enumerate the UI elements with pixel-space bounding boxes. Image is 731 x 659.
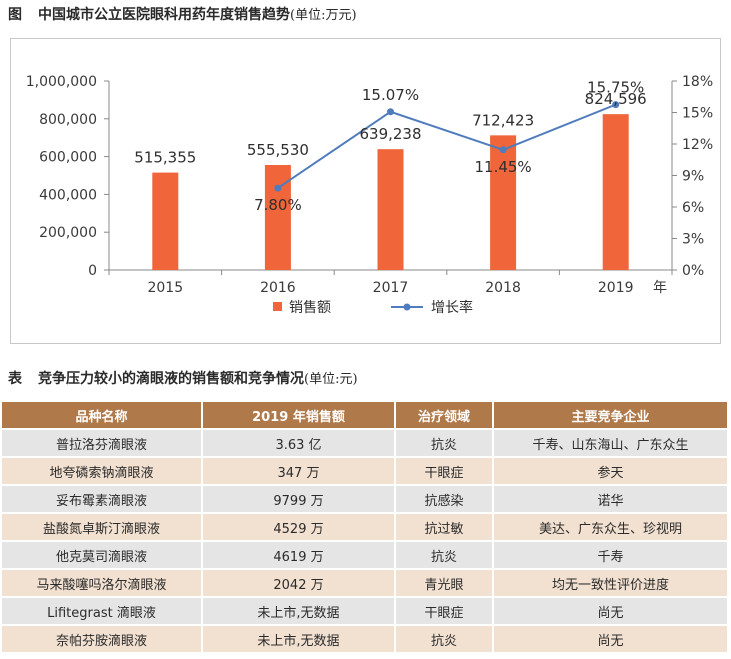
- table-label: 表: [8, 371, 22, 387]
- cell-therapy-area: 干眼症: [395, 456, 494, 485]
- point-growth-rate: [612, 101, 620, 109]
- y-right-tick-label: 3%: [682, 232, 704, 248]
- x-tick-label: 2019: [598, 280, 634, 296]
- cell-competitors: 尚无: [493, 596, 727, 625]
- cell-sales: 未上市,无数据: [202, 596, 396, 625]
- y-left-tick-label: 800,000: [39, 112, 97, 128]
- figure-label: 图: [8, 7, 22, 23]
- y-right-tick-label: 9%: [682, 169, 704, 185]
- cell-sales: 347 万: [202, 456, 396, 485]
- y-left-tick-label: 600,000: [39, 150, 97, 166]
- legend-sales-label: 销售额: [289, 300, 331, 316]
- cell-competitors: 参天: [493, 456, 727, 485]
- figure-title-text: 中国城市公立医院眼科用药年度销售趋势: [38, 7, 290, 23]
- cell-therapy-area: 抗炎: [395, 624, 494, 652]
- figure-title: 图中国城市公立医院眼科用药年度销售趋势(单位:万元): [8, 2, 357, 28]
- bar-data-label: 824,596: [585, 90, 647, 108]
- cell-competitors: 诺华: [493, 484, 727, 513]
- table-row: 他克莫司滴眼液 4619 万抗炎 千寿: [2, 540, 727, 569]
- cell-variety: 普拉洛芬滴眼液: [2, 428, 203, 457]
- cell-competitors: 尚无: [493, 624, 727, 652]
- point-growth-rate: [499, 146, 507, 154]
- y-right-tick-label: 18%: [682, 74, 713, 90]
- cell-sales: 2042 万: [202, 568, 396, 597]
- bar-data-label: 712,423: [472, 111, 534, 129]
- header-variety: 品种名称: [2, 402, 203, 429]
- table-row: 马来酸噻吗洛尔滴眼液 2042 万青光眼 均无一致性评价进度: [2, 568, 727, 597]
- y-right-tick-label: 0%: [682, 263, 704, 279]
- cell-competitors: 千寿: [493, 540, 727, 569]
- cell-variety: 地夸磷索钠滴眼液: [2, 456, 203, 485]
- cell-therapy-area: 抗炎: [395, 428, 494, 457]
- table-row: 普拉洛芬滴眼液 3.63 亿抗炎 千寿、山东海山、广东众生: [2, 428, 727, 457]
- cell-variety: Lifitegrast 滴眼液: [2, 596, 203, 625]
- table-title: 表竞争压力较小的滴眼液的销售额和竞争情况(单位:元): [8, 366, 358, 392]
- competition-table: 品种名称 2019 年销售额 治疗领域 主要竞争企业 普拉洛芬滴眼液 3.63 亿…: [2, 402, 727, 652]
- cell-variety: 马来酸噻吗洛尔滴眼液: [2, 568, 203, 597]
- header-competitors: 主要竞争企业: [493, 402, 727, 429]
- bar-sales: [377, 149, 404, 270]
- cell-sales: 4619 万: [202, 540, 396, 569]
- x-tick-label: 2015: [147, 280, 183, 296]
- bar-sales: [152, 172, 179, 270]
- table-row: 地夸磷索钠滴眼液 347 万干眼症 参天: [2, 456, 727, 485]
- y-right-tick-label: 15%: [682, 106, 713, 122]
- line-growth-rate: [277, 103, 617, 189]
- table-row: Lifitegrast 滴眼液 未上市,无数据 干眼症 尚无: [2, 596, 727, 625]
- table-row: 妥布霉素滴眼液 9799 万抗感染 诺华: [2, 484, 727, 513]
- cell-therapy-area: 抗炎: [395, 540, 494, 569]
- chart-container: 0 200,000 400,000 600,000 800,000 1,000,000 0%…: [10, 38, 721, 344]
- cell-variety: 他克莫司滴眼液: [2, 540, 203, 569]
- figure-unit: (单位:万元): [290, 8, 357, 23]
- cell-variety: 妥布霉素滴眼液: [2, 484, 203, 513]
- cell-competitors: 千寿、山东海山、广东众生: [493, 428, 727, 457]
- bar-data-label: 515,355: [134, 149, 196, 167]
- line-data-label: 11.45%: [474, 158, 531, 176]
- cell-sales: 未上市,无数据: [202, 624, 396, 652]
- cell-sales: 9799 万: [202, 484, 396, 513]
- y-left-tick-label: 1,000,000: [26, 74, 97, 90]
- cell-therapy-area: 抗感染: [395, 484, 494, 513]
- point-growth-rate: [274, 184, 282, 192]
- legend-growth-marker: [403, 303, 411, 311]
- line-data-label: 15.07%: [362, 86, 419, 104]
- header-therapy-area: 治疗领域: [395, 402, 494, 429]
- point-growth-rate: [387, 108, 394, 116]
- x-tick-label: 2018: [485, 280, 521, 296]
- cell-competitors: 均无一致性评价进度: [493, 568, 727, 597]
- line-data-label: 7.80%: [254, 196, 302, 214]
- y-right-tick-label: 12%: [682, 137, 713, 153]
- bar-sales: [602, 114, 629, 270]
- cell-competitors: 美达、广东众生、珍视明: [493, 512, 727, 541]
- x-tick-label: 2016: [260, 280, 296, 296]
- cell-therapy-area: 青光眼: [395, 568, 494, 597]
- bar-sales: [490, 135, 517, 270]
- table-title-text: 竞争压力较小的滴眼液的销售额和竞争情况: [38, 371, 304, 387]
- y-left-tick-label: 400,000: [39, 187, 97, 203]
- x-tick-label: 2017: [373, 280, 409, 296]
- line-data-label: 15.75%: [587, 79, 644, 97]
- table-unit: (单位:元): [304, 372, 358, 387]
- table-row: 盐酸氮卓斯汀滴眼液 4529 万抗过敏 美达、广东众生、珍视明: [2, 512, 727, 541]
- x-axis-unit: 年: [653, 280, 667, 296]
- sales-trend-chart: 0 200,000 400,000 600,000 800,000 1,000,000 0%…: [26, 74, 713, 316]
- y-left-tick-label: 200,000: [39, 225, 97, 241]
- cell-sales: 3.63 亿: [202, 428, 396, 457]
- cell-variety: 盐酸氮卓斯汀滴眼液: [2, 512, 203, 541]
- y-right-tick-label: 6%: [682, 200, 704, 216]
- cell-therapy-area: 抗过敏: [395, 512, 494, 541]
- cell-therapy-area: 干眼症: [395, 596, 494, 625]
- cell-sales: 4529 万: [202, 512, 396, 541]
- legend-sales-swatch: [273, 302, 282, 311]
- table-row: 奈帕芬胺滴眼液 未上市,无数据 抗炎 尚无: [2, 624, 727, 652]
- header-sales-2019: 2019 年销售额: [202, 402, 396, 429]
- legend-growth-label: 增长率: [431, 299, 473, 316]
- cell-variety: 奈帕芬胺滴眼液: [2, 624, 203, 652]
- y-left-tick-label: 0: [88, 263, 97, 279]
- table-header-row: 品种名称 2019 年销售额 治疗领域 主要竞争企业: [2, 402, 727, 429]
- bar-data-label: 555,530: [247, 141, 309, 159]
- bar-data-label: 639,238: [359, 125, 421, 143]
